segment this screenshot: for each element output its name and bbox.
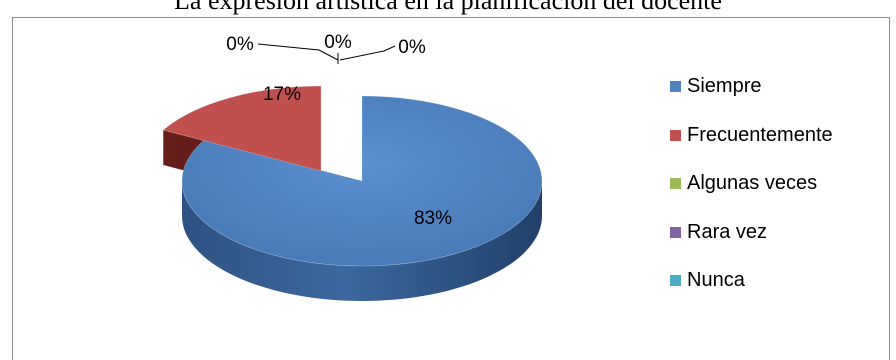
legend-label: Nunca <box>687 269 745 291</box>
pie-slice-frecuentemente <box>162 85 322 172</box>
pie-side-siempre-0 <box>182 181 542 301</box>
data-label-nunca: 0% <box>398 37 426 58</box>
legend-item-algunas-veces: Algunas veces <box>670 170 890 219</box>
leader-line-1 <box>257 43 339 61</box>
leader-lines <box>257 43 396 64</box>
data-label-rara-vez: 0% <box>324 32 352 53</box>
legend-item-siempre: Siempre <box>670 73 890 122</box>
chart-title: La expresión artística en la planificaci… <box>174 0 722 15</box>
legend-swatch-nunca <box>670 275 681 286</box>
legend-label: Rara vez <box>687 220 768 243</box>
legend-swatch-siempre <box>670 81 681 92</box>
legend-label: Frecuentemente <box>687 123 833 146</box>
legend-item-nunca: Nunca <box>670 267 890 316</box>
chart-legend: Siempre Frecuentemente Algunas veces Rar… <box>670 73 890 316</box>
legend-label: Siempre <box>687 75 762 97</box>
legend-swatch-frecuentemente <box>670 129 681 141</box>
legend-item-frecuentemente: Frecuentemente <box>670 122 890 171</box>
legend-swatch-rara-vez <box>670 226 681 238</box>
data-label-algunas-veces: 0% <box>226 34 254 55</box>
leader-line-3 <box>339 45 396 61</box>
legend-item-rara-vez: Rara vez <box>670 219 890 268</box>
legend-label: Algunas veces <box>687 172 818 194</box>
data-label-siempre: 83% <box>414 208 452 229</box>
legend-swatch-algunas-veces <box>670 178 681 189</box>
pie-slice-siempre <box>181 95 543 267</box>
data-label-frecuentemente: 17% <box>263 84 301 105</box>
